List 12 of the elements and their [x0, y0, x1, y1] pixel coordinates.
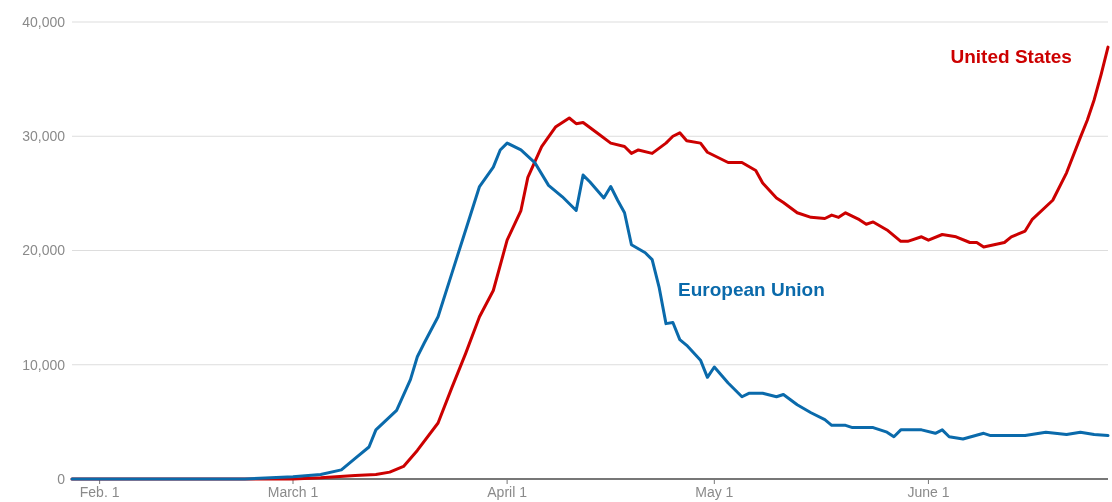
x-tick-label: Feb. 1: [79, 484, 120, 500]
x-tick-label: March 1: [267, 484, 319, 500]
x-tick-label: June 1: [907, 484, 950, 500]
series-label: United States: [950, 46, 1072, 68]
y-tick-label: 10,000: [22, 356, 66, 373]
series-label: European Union: [678, 279, 825, 301]
y-tick-label: 0: [57, 470, 66, 487]
y-tick-label: 20,000: [22, 242, 66, 259]
x-tick-label: May 1: [695, 484, 734, 500]
y-tick-label: 40,000: [22, 13, 66, 30]
x-tick-label: April 1: [487, 484, 528, 500]
y-tick-label: 30,000: [22, 128, 66, 145]
